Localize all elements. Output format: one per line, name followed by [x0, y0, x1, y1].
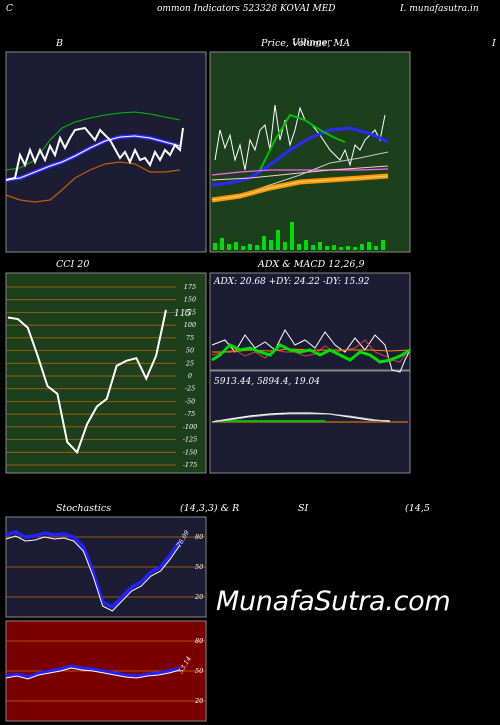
rsi-ticks: 80 50 20 — [194, 637, 203, 705]
price-panel — [209, 51, 411, 253]
macd-line — [211, 412, 391, 423]
bb-lower-band — [5, 161, 181, 203]
price-white-line — [214, 104, 386, 171]
price-title-overlap: Ullinger — [292, 37, 332, 48]
cci-tick-label: -150 — [183, 448, 198, 456]
price-green-ma — [259, 113, 346, 171]
cci-tick-label: 125 — [184, 308, 196, 316]
price-volume-bars — [213, 222, 385, 250]
cci-tick-label: -100 — [183, 423, 198, 431]
cci-line — [7, 309, 167, 455]
stoch-tick-label: 80 — [195, 533, 203, 541]
adx-green-line — [211, 343, 411, 364]
cci-title: CCI 20 — [56, 259, 90, 270]
stoch-ticks: 80 50 20 — [194, 533, 203, 601]
header-right: I. munafasutra.in — [400, 4, 479, 14]
cci-panel — [5, 272, 207, 474]
cci-tick-label: 150 — [184, 296, 196, 304]
macd-signal — [211, 413, 391, 423]
cci-tick-label: 0 — [188, 372, 192, 380]
macd-text: 5913.44, 5894.4, 19.04 — [214, 377, 320, 387]
cci-value: 115 — [174, 309, 191, 319]
stoch-d-line — [5, 530, 182, 610]
cci-tick-label: -125 — [183, 436, 198, 444]
cci-tick-label: 75 — [186, 334, 194, 342]
rsi-blue-line — [5, 664, 181, 679]
macd-lines — [211, 412, 408, 423]
bb-price-line — [5, 126, 184, 181]
rsi-title: SI — [298, 503, 309, 514]
price-lines — [211, 104, 389, 203]
rsi-tick-label: 80 — [195, 637, 203, 645]
price-magenta-ma — [211, 168, 389, 176]
cci-tick-label: 25 — [185, 359, 194, 367]
cci-tick-label: -75 — [185, 410, 195, 418]
bb-lines — [5, 111, 184, 203]
header-center: ommon Indicators 523328 KOVAI MED — [157, 4, 336, 14]
stoch-grid — [7, 536, 205, 598]
macd-histogram — [215, 420, 325, 422]
bb-panel — [5, 51, 207, 253]
adx-text: ADX: 20.68 +DY: 24.22 -DY: 15.92 — [213, 277, 370, 287]
bb-title: B — [56, 38, 63, 49]
header-left: C — [6, 4, 13, 14]
price-pink-ma — [211, 165, 389, 181]
stoch-tick-label: 20 — [194, 593, 203, 601]
cci-tick-label: 175 — [184, 283, 196, 291]
rsi-params: (14,5 — [405, 503, 430, 514]
adx-panel — [209, 272, 411, 371]
stoch-title: Stochastics — [56, 503, 112, 514]
price-blue-ma — [211, 126, 389, 187]
rsi-tick-label: 20 — [194, 697, 203, 705]
price-orange-ma-inner — [211, 175, 389, 201]
bb-middle-white — [5, 135, 181, 181]
watermark: MunafaSutra.com — [216, 586, 451, 617]
cci-tick-label: -25 — [185, 385, 195, 393]
cci-ticks: 175 150 125 100 75 50 25 0 -25 -50 -75 -100 -125 -150… — [183, 283, 198, 469]
cci-tick-label: 100 — [184, 321, 196, 329]
price-title: Price, Volume, MA — [261, 38, 351, 49]
rsi-tick-label: 50 — [195, 667, 203, 675]
adx-title: ADX & MACD 12,26,9 — [258, 259, 365, 270]
stoch-tick-label: 50 — [195, 563, 203, 571]
price-gray-ma — [239, 151, 389, 196]
rsi-white-line — [5, 667, 181, 680]
stoch-params: (14,3,3) & R — [180, 503, 240, 514]
stoch-k-line — [5, 535, 181, 612]
adx-lines — [211, 329, 411, 373]
cci-tick-label: -50 — [185, 397, 195, 405]
cci-tick-label: 50 — [186, 347, 194, 355]
cci-tick-label: -175 — [183, 461, 198, 469]
far-right-title: I — [492, 38, 496, 49]
